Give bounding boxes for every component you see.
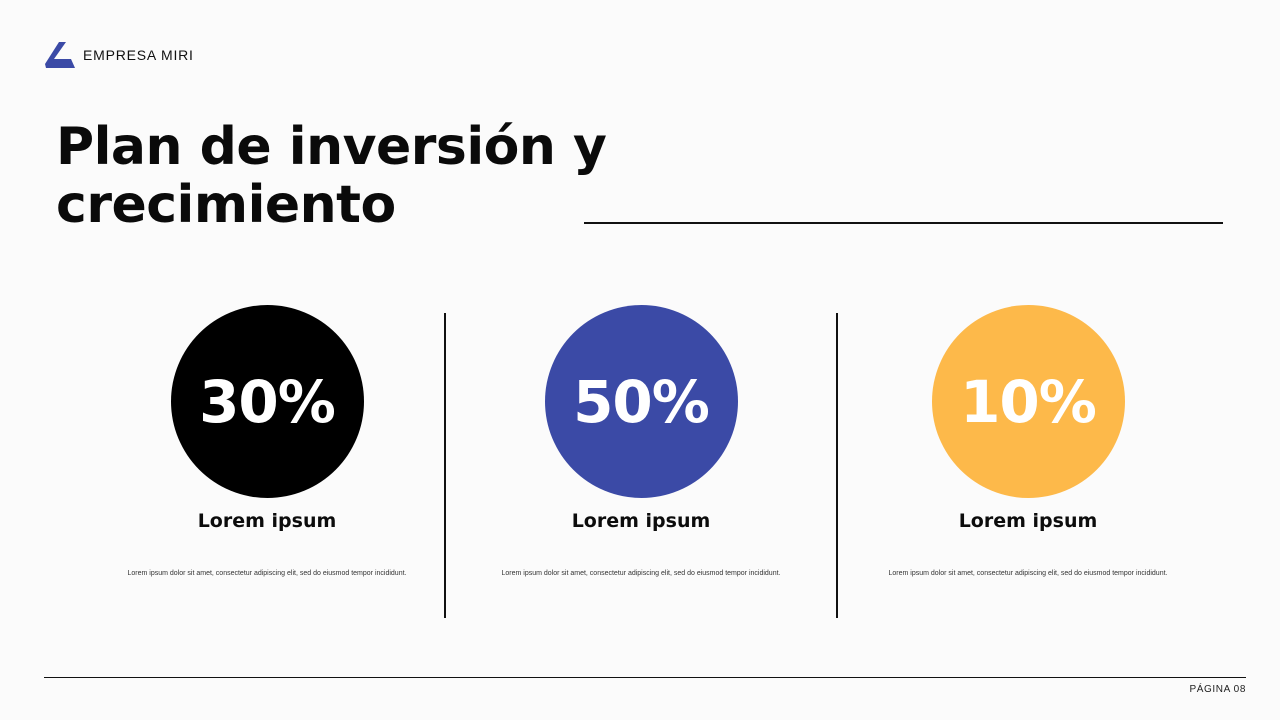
stat-circle-1: 30% [170,305,364,498]
stat-circle-3: 10% [931,305,1125,498]
stat-label-3: Lorem ipsum [958,510,1098,532]
column-divider-1 [444,313,446,618]
stat-description-2: Lorem ipsum dolor sit amet, consectetur … [501,570,781,577]
logo-mark-shape [45,42,75,68]
logo-mark-icon [45,42,75,68]
stat-card-3: 10% Lorem ipsum Lorem ipsum dolor sit am… [868,305,1188,577]
stat-description-3: Lorem ipsum dolor sit amet, consectetur … [888,570,1168,577]
slide-title: Plan de inversión y crecimiento [56,117,607,235]
stat-label-1: Lorem ipsum [197,510,337,532]
stat-value-3: 10% [960,367,1097,436]
stat-card-2: 50% Lorem ipsum Lorem ipsum dolor sit am… [481,305,801,577]
footer-divider [44,677,1246,678]
stat-value-1: 30% [199,367,336,436]
company-logo: EMPRESA MIRI [45,42,194,68]
stat-label-2: Lorem ipsum [571,510,711,532]
page-number: PÁGINA 08 [1189,684,1246,695]
stat-value-2: 50% [573,367,710,436]
stat-description-1: Lorem ipsum dolor sit amet, consectetur … [127,570,407,577]
column-divider-2 [836,313,838,618]
title-divider [584,222,1223,224]
stat-circle-2: 50% [544,305,738,498]
stat-card-1: 30% Lorem ipsum Lorem ipsum dolor sit am… [107,305,427,577]
company-name: EMPRESA MIRI [83,47,194,63]
